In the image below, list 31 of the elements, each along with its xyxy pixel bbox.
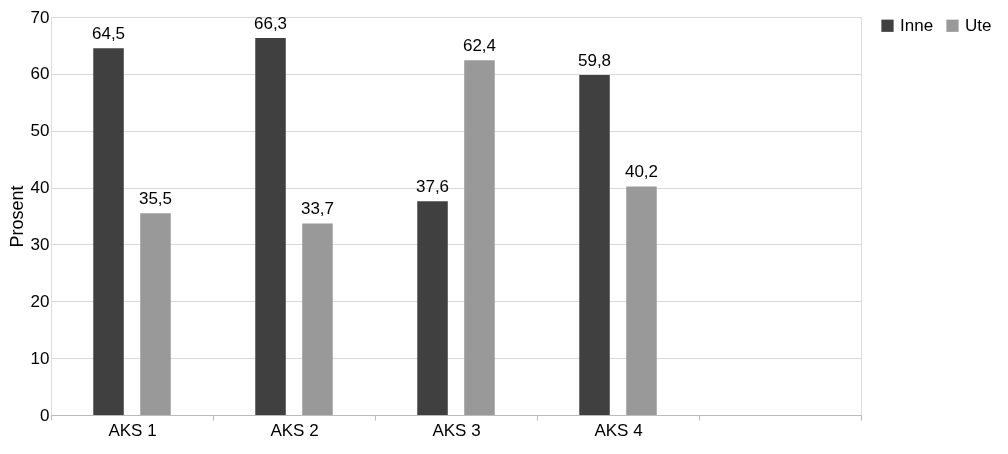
data-label: 66,3 bbox=[253, 14, 288, 34]
bar bbox=[302, 223, 333, 415]
bar bbox=[140, 213, 171, 415]
bar bbox=[255, 38, 286, 415]
y-tick-label: 50 bbox=[30, 121, 50, 141]
y-tick-label: 60 bbox=[30, 64, 50, 84]
legend-label: Ute bbox=[965, 15, 992, 35]
legend-label: Inne bbox=[900, 15, 934, 35]
bar bbox=[579, 74, 610, 415]
y-tick-label: 20 bbox=[30, 291, 50, 311]
bar bbox=[464, 60, 495, 415]
y-tick-label: 30 bbox=[30, 234, 50, 254]
data-label: 40,2 bbox=[624, 162, 659, 182]
y-tick-label: 70 bbox=[30, 7, 50, 27]
bar bbox=[417, 201, 448, 415]
x-tick-label: AKS 3 bbox=[432, 420, 481, 440]
data-label: 37,6 bbox=[415, 177, 450, 197]
data-label: 62,4 bbox=[462, 36, 497, 56]
y-tick-label: 0 bbox=[40, 405, 50, 425]
y-tick-label: 40 bbox=[30, 178, 50, 198]
x-tick-label: AKS 2 bbox=[270, 420, 319, 440]
bar bbox=[93, 48, 124, 415]
data-label: 35,5 bbox=[138, 189, 173, 209]
bar bbox=[626, 186, 657, 415]
y-axis-title: Prosent bbox=[6, 185, 27, 248]
data-label: 33,7 bbox=[300, 199, 335, 219]
x-tick-label: AKS 4 bbox=[594, 420, 643, 440]
data-label: 59,8 bbox=[577, 50, 612, 70]
x-tick-label: AKS 1 bbox=[108, 420, 157, 440]
y-tick-label: 10 bbox=[30, 348, 50, 368]
data-label: 64,5 bbox=[91, 24, 126, 44]
